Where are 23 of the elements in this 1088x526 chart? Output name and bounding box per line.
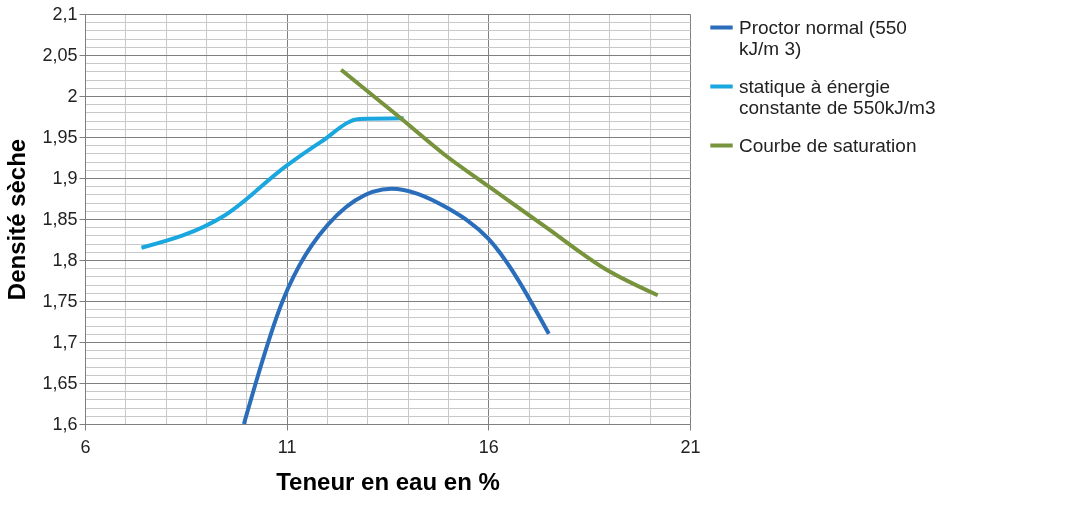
- y-tick-label: 1,75: [42, 290, 78, 311]
- y-axis-title: Densité sèche: [3, 138, 31, 301]
- x-tick-label: 16: [478, 436, 499, 457]
- y-tick-label: 1,9: [52, 167, 78, 188]
- y-tick-label: 2: [67, 85, 78, 106]
- x-tick-label: 21: [680, 436, 701, 457]
- x-tick-label: 11: [277, 436, 297, 457]
- y-tick-label: 1,95: [42, 126, 78, 147]
- legend-label: statique à énergie constante de 550kJ/m3: [739, 75, 936, 118]
- line-series: [241, 186, 551, 426]
- x-axis-title: Teneur en eau en %: [276, 467, 500, 495]
- y-tick-label: 2,1: [52, 3, 78, 24]
- y-tick-label: 1,65: [42, 372, 78, 393]
- legend-label: Courbe de saturation: [739, 134, 917, 156]
- line-series: [339, 67, 660, 298]
- y-tick-label: 1,85: [42, 208, 78, 229]
- line-series: [139, 116, 406, 250]
- y-tick-label: 1,7: [52, 331, 78, 352]
- y-tick-label: 1,6: [52, 413, 78, 434]
- x-tick-label: 6: [80, 436, 91, 457]
- y-tick-label: 2,05: [42, 44, 78, 65]
- y-tick-label: 1,8: [52, 249, 78, 270]
- legend-label: Proctor normal (550 kJ/m 3): [739, 16, 907, 59]
